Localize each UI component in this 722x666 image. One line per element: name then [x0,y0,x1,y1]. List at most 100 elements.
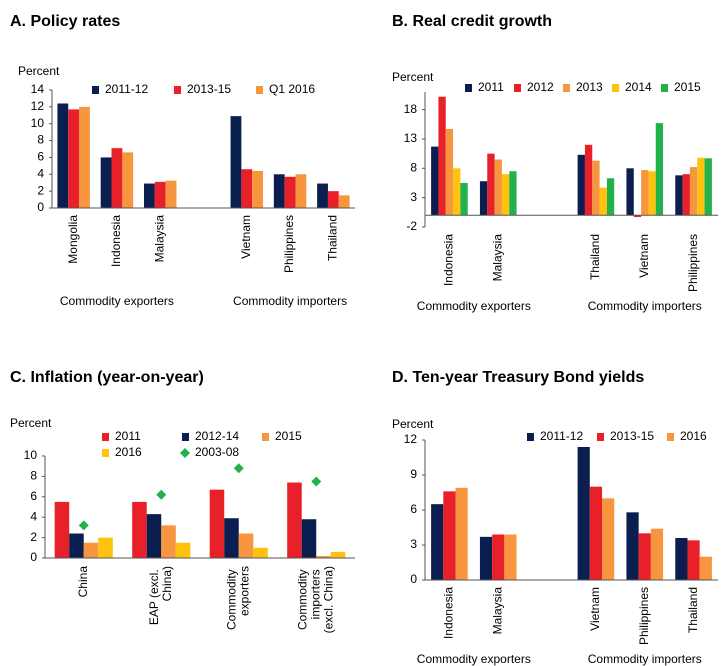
legend-label: 2011-12 [105,82,148,96]
bar [453,168,461,216]
legend-label: 2012 [527,80,554,94]
y-axis-label: Percent [18,64,60,78]
x-tick-label: Philippines [282,215,296,273]
legend-swatch [514,84,521,92]
y-tick-label: 6 [37,150,44,164]
bar [501,174,510,216]
group-label: Commodity importers [233,294,347,308]
bar [241,169,253,208]
y-tick-label: -2 [406,219,417,233]
bar [111,148,123,208]
bar [504,534,517,580]
bar [100,157,112,208]
bar [295,174,307,208]
legend-label: 2015 [674,80,701,94]
bar [626,168,634,216]
x-tick-label: Indonesia [109,215,123,267]
legend-label: 2016 [115,445,142,459]
x-tick-label: Thailand [588,234,602,280]
bar [230,116,242,208]
bar [431,504,444,580]
legend-label: 2016 [680,429,707,443]
legend-swatch [597,433,604,441]
bar [79,106,90,208]
group-label: Commodity exporters [60,294,174,308]
bar [317,183,328,208]
bar [431,146,439,216]
y-tick-label: 18 [404,102,418,116]
bar [641,170,649,216]
x-tick-label: Indonesia [442,234,456,286]
group-label: Commodity importers [588,652,702,666]
chart-panel: C. Inflation (year-on-year) Percent 0 2 4 6 8 1… [10,369,355,633]
marker [156,489,167,500]
y-axis-label: Percent [392,417,434,431]
legend-swatch [92,86,99,94]
y-tick-label: 0 [37,200,44,214]
bar [54,501,70,558]
x-tick-label: Vietnam [239,215,253,259]
bar [238,533,254,558]
legend-label: 2011 [115,429,141,443]
y-tick-label: 10 [24,448,38,462]
legend-swatch [465,84,472,92]
legend-label: 2003-08 [195,445,239,459]
bar [577,447,590,580]
bar [146,514,162,558]
bar [83,542,99,558]
x-tick-label: Philippines [686,234,700,292]
marker [311,476,322,487]
legend-label: 2012-14 [195,429,239,443]
x-tick-line: exporters [237,566,251,616]
legend-label: 2011-12 [540,429,583,443]
bar [648,171,656,216]
bar [592,160,600,216]
bar [175,542,191,558]
bar [132,501,147,558]
x-tick-line: Commodity [295,566,309,630]
y-tick-label: 10 [31,116,45,130]
bar [253,547,268,558]
y-tick-label: 13 [404,131,418,145]
legend-label: 2011 [478,80,504,94]
chart-title: B. Real credit growth [392,13,552,30]
bar [638,533,651,580]
legend-swatch [612,84,619,92]
x-tick-line: EAP (excl. [147,566,161,625]
y-tick-label: 0 [30,550,37,564]
legend-label: 2013-15 [610,429,654,443]
bar [445,128,454,216]
legend-swatch [182,433,189,441]
y-tick-label: 0 [410,572,417,586]
x-tick-label: Thailand [326,215,340,261]
y-tick-label: 6 [30,489,37,503]
x-tick-label: Vietnam [588,587,602,631]
x-tick-label: Philippines [637,587,651,645]
bar [699,556,712,580]
x-tick-line: China [76,566,90,598]
x-tick-label: Mongolia [66,215,80,264]
bar [98,537,113,558]
chart-title: C. Inflation (year-on-year) [10,369,204,386]
y-tick-label: 6 [410,502,417,516]
bar [154,181,166,208]
x-tick-label: Commodity exporters [224,566,251,630]
bar [479,181,488,216]
legend-label: 2014 [625,80,652,94]
bar [284,176,296,208]
legend-swatch [667,433,674,441]
legend-swatch [102,449,109,457]
bar [273,174,285,208]
bar [689,167,698,216]
legend-swatch [174,86,181,94]
bar [68,109,80,208]
bar [316,555,331,558]
y-tick-label: 4 [37,166,44,180]
bar [165,180,177,208]
y-tick-label: 8 [37,133,44,147]
y-tick-label: 2 [37,183,44,197]
x-tick-line: (excl. China) [321,566,335,633]
x-tick-label: Malaysia [490,587,504,635]
legend-swatch [527,433,534,441]
